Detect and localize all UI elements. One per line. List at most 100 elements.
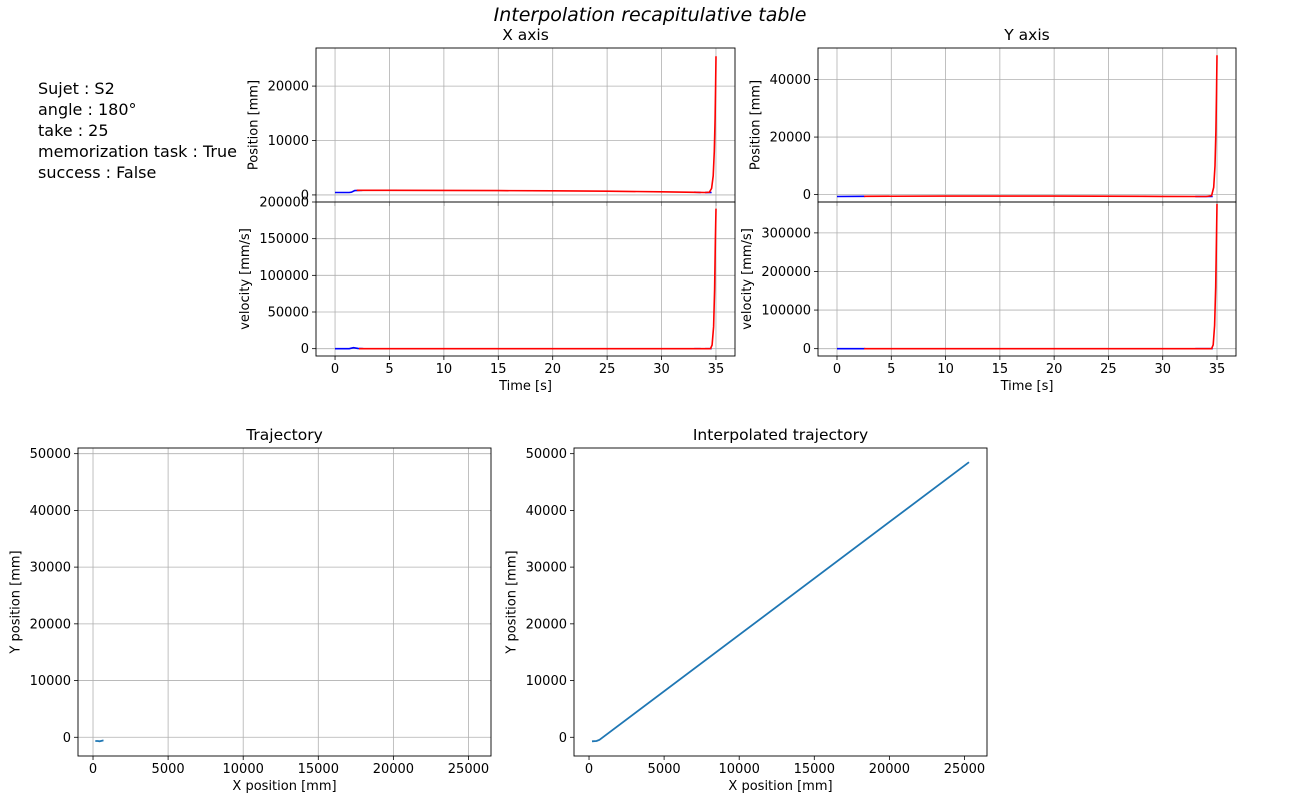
axes-frame — [77, 447, 492, 757]
x-tick-label: 10 — [937, 362, 954, 377]
info-memorization: memorization task : True — [38, 142, 237, 161]
x-tick-label: 5000 — [152, 762, 185, 777]
series-group — [836, 55, 1218, 198]
axes-frame — [573, 447, 988, 757]
x-tick-label: 15000 — [794, 762, 835, 777]
x-tick-label: 20 — [544, 362, 561, 377]
y-axis-label: velocity [mm/s] — [238, 228, 253, 330]
series-line-interp — [864, 55, 1218, 198]
x-axis-label: X position [mm] — [232, 779, 336, 794]
info-success: success : False — [38, 163, 157, 182]
axes-frame — [817, 201, 1237, 357]
x-tick-label: 10000 — [719, 762, 760, 777]
y-tick-label: 200000 — [259, 196, 309, 211]
info-subject: Sujet : S2 — [38, 79, 115, 98]
y-tick-label: 20000 — [526, 617, 567, 632]
y-axis-label: velocity [mm/s] — [740, 228, 755, 330]
y-tick-label: 50000 — [268, 306, 309, 321]
series-group — [335, 208, 717, 350]
chart-trajectory: 0 5000 10000 15000 20000 25000 0 10000 20000 3000… — [9, 426, 492, 794]
chart-y-velocity: 0 5 10 15 20 25 30 35 0 100000 200000 300000 Time [s… — [740, 201, 1237, 394]
y-axis-label: Position [mm] — [247, 80, 262, 170]
y-axis-label: Y position [mm] — [9, 550, 24, 654]
y-tick-label: 0 — [803, 188, 811, 203]
y-tick-label: 300000 — [761, 226, 811, 241]
x-tick-label: 20000 — [373, 762, 414, 777]
series-group — [591, 461, 970, 743]
x-tick-label: 5 — [887, 362, 895, 377]
x-tick-label: 30 — [1154, 362, 1171, 377]
y-tick-label: 0 — [301, 188, 309, 203]
y-tick-label: 10000 — [268, 134, 309, 149]
y-tick-label: 50000 — [30, 447, 71, 462]
chart-title: Interpolated trajectory — [693, 426, 868, 444]
x-tick-label: 10000 — [223, 762, 264, 777]
y-tick-label: 100000 — [761, 304, 811, 319]
x-tick-label: 0 — [89, 762, 97, 777]
chart-title: Trajectory — [245, 426, 323, 444]
axes-frame — [315, 201, 736, 357]
x-tick-label: 20000 — [869, 762, 910, 777]
y-tick-label: 10000 — [30, 674, 71, 689]
y-tick-label: 100000 — [259, 269, 309, 284]
chart-interpolated-trajectory: 0 5000 10000 15000 20000 25000 0 10000 20000 3000… — [505, 426, 988, 794]
series-line-interp — [864, 203, 1218, 350]
figure-title: Interpolation recapitulative table — [493, 4, 807, 26]
chart-x-position: 0 10000 20000 X axis Position [mm] — [247, 26, 736, 206]
series-group — [95, 739, 104, 743]
y-tick-label: 30000 — [526, 561, 567, 576]
y-tick-label: 150000 — [259, 232, 309, 247]
y-tick-label: 20000 — [770, 131, 811, 146]
series-line-traj — [95, 739, 104, 743]
x-tick-label: 25000 — [448, 762, 489, 777]
y-tick-label: 0 — [803, 342, 811, 357]
x-tick-label: 0 — [331, 362, 339, 377]
y-tick-label: 10000 — [526, 674, 567, 689]
y-axis-label: Position [mm] — [749, 80, 764, 170]
x-tick-label: 25 — [599, 362, 616, 377]
y-tick-label: 50000 — [526, 447, 567, 462]
y-tick-label: 40000 — [30, 504, 71, 519]
x-tick-label: 25 — [1100, 362, 1117, 377]
y-tick-label: 40000 — [770, 73, 811, 88]
series-line-interp — [356, 56, 717, 194]
x-tick-label: 25000 — [944, 762, 985, 777]
info-take: take : 25 — [38, 121, 109, 140]
x-tick-label: 35 — [708, 362, 725, 377]
info-box: Sujet : S2 angle : 180° take : 25 memori… — [38, 78, 237, 183]
y-tick-label: 0 — [559, 731, 567, 746]
x-tick-label: 15000 — [298, 762, 339, 777]
x-tick-label: 15 — [992, 362, 1009, 377]
y-tick-label: 0 — [301, 342, 309, 357]
x-tick-label: 0 — [833, 362, 841, 377]
chart-x-velocity: 0 5 10 15 20 25 30 35 0 50000 100000 150000 200000 Ti… — [238, 196, 736, 394]
x-axis-label: Time [s] — [498, 379, 552, 394]
x-tick-label: 15 — [490, 362, 507, 377]
axes-frame — [315, 47, 736, 203]
x-tick-label: 30 — [653, 362, 670, 377]
y-tick-label: 200000 — [761, 265, 811, 280]
x-tick-label: 0 — [585, 762, 593, 777]
chart-title: Y axis — [1003, 26, 1049, 44]
y-tick-label: 20000 — [268, 80, 309, 95]
y-tick-label: 40000 — [526, 504, 567, 519]
axes-frame — [817, 47, 1237, 203]
x-tick-label: 35 — [1209, 362, 1226, 377]
chart-y-position: 0 20000 40000 Y axis Position [mm] — [749, 26, 1237, 206]
x-axis-label: X position [mm] — [728, 779, 832, 794]
info-angle: angle : 180° — [38, 100, 137, 119]
series-group — [335, 56, 717, 194]
chart-title: X axis — [502, 26, 549, 44]
series-line-traj — [591, 461, 970, 743]
x-tick-label: 10 — [436, 362, 453, 377]
y-tick-label: 30000 — [30, 561, 71, 576]
x-tick-label: 20 — [1046, 362, 1063, 377]
series-group — [837, 203, 1218, 350]
x-axis-label: Time [s] — [1000, 379, 1054, 394]
x-tick-label: 5000 — [648, 762, 681, 777]
y-tick-label: 20000 — [30, 617, 71, 632]
y-axis-label: Y position [mm] — [505, 550, 520, 654]
series-line-interp — [359, 208, 717, 350]
y-tick-label: 0 — [63, 731, 71, 746]
